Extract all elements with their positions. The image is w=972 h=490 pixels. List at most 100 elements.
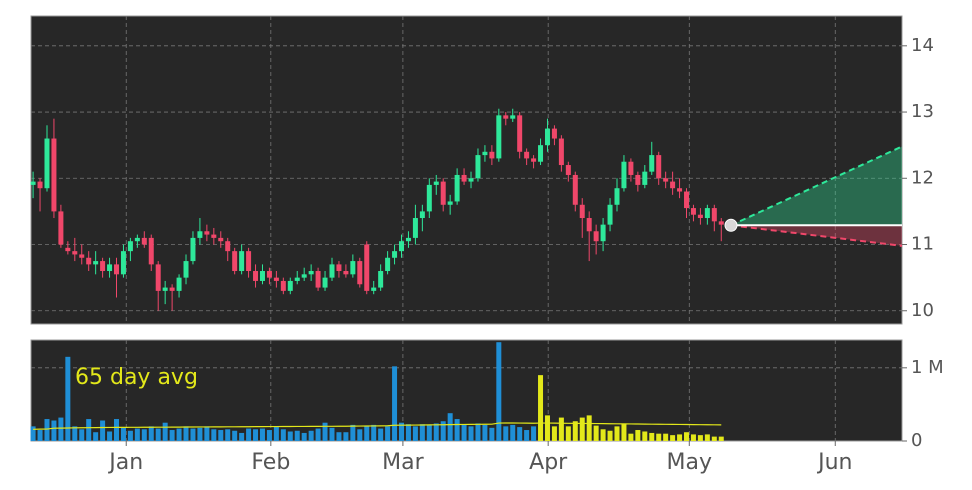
candle-body bbox=[684, 191, 690, 209]
volume-bar bbox=[155, 428, 161, 441]
candle-body bbox=[496, 115, 502, 159]
volume-bar bbox=[280, 429, 286, 441]
price-panel bbox=[30, 15, 903, 325]
volume-bar bbox=[475, 423, 481, 441]
candle-body bbox=[287, 280, 293, 291]
volume-bar bbox=[649, 432, 655, 441]
candle-body bbox=[211, 234, 217, 238]
volume-bar bbox=[218, 430, 224, 441]
volume-bar bbox=[392, 366, 398, 441]
candle-body bbox=[141, 237, 147, 245]
volume-bar bbox=[169, 430, 175, 441]
candle-body bbox=[308, 271, 314, 275]
volume-bar bbox=[246, 428, 252, 441]
volume-bar bbox=[503, 426, 509, 441]
candle-body bbox=[482, 151, 488, 156]
candle-body bbox=[579, 204, 585, 219]
candle-body bbox=[433, 181, 439, 185]
forecast-dot bbox=[724, 218, 738, 232]
volume-bar bbox=[670, 435, 676, 441]
volume-bar bbox=[684, 432, 690, 441]
volume-bar bbox=[86, 419, 92, 441]
volume-bar bbox=[371, 424, 377, 441]
candle-body bbox=[635, 174, 641, 185]
avg-label: 65 day avg bbox=[75, 365, 198, 390]
candle-body bbox=[663, 178, 669, 182]
candle-body bbox=[503, 115, 509, 119]
candle-body bbox=[621, 161, 627, 189]
volume-bar bbox=[690, 434, 696, 441]
candle-body bbox=[114, 264, 120, 275]
volume-bar bbox=[544, 415, 550, 441]
volume-bar bbox=[489, 427, 495, 441]
y-tick-label: 12 bbox=[911, 167, 934, 188]
y-tick-label: 11 bbox=[911, 234, 934, 255]
volume-bar bbox=[510, 424, 516, 441]
volume-bar bbox=[628, 433, 634, 441]
volume-bar bbox=[426, 424, 432, 441]
forecast-upper bbox=[730, 145, 903, 227]
volume-bar bbox=[440, 421, 446, 441]
candle-body bbox=[468, 178, 474, 182]
candle-body bbox=[551, 128, 557, 139]
volume-tick-label: 1 M bbox=[911, 357, 944, 378]
volume-bar bbox=[433, 423, 439, 441]
candle-body bbox=[378, 271, 384, 288]
volume-bar bbox=[378, 428, 384, 441]
volume-bar bbox=[461, 424, 467, 441]
candle-body bbox=[336, 264, 342, 272]
volume-bar bbox=[572, 421, 578, 441]
volume-bar bbox=[93, 432, 99, 441]
volume-bar bbox=[65, 356, 71, 441]
candle-body bbox=[246, 251, 252, 272]
volume-bar bbox=[704, 434, 710, 441]
candle-body bbox=[628, 161, 634, 175]
candle-body bbox=[273, 277, 279, 281]
candle-body bbox=[572, 174, 578, 205]
volume-bar bbox=[114, 419, 120, 441]
volume-bar bbox=[621, 424, 627, 441]
candle-body bbox=[677, 188, 683, 192]
volume-bar bbox=[447, 413, 453, 441]
candle-body bbox=[58, 211, 64, 245]
candle-body bbox=[440, 181, 446, 205]
volume-bar bbox=[100, 420, 106, 441]
candle-body bbox=[329, 264, 335, 278]
volume-bar bbox=[468, 426, 474, 441]
candle-body bbox=[44, 138, 50, 189]
candle-body bbox=[294, 277, 300, 281]
volume-bar bbox=[496, 342, 502, 441]
volume-bar bbox=[405, 424, 411, 441]
candle-body bbox=[447, 201, 453, 205]
volume-bar bbox=[600, 429, 606, 441]
volume-bar bbox=[558, 417, 564, 441]
volume-bar bbox=[30, 426, 36, 441]
volume-bar bbox=[253, 429, 259, 441]
candle-body bbox=[489, 151, 495, 159]
candle-body bbox=[127, 241, 133, 252]
candle-body bbox=[197, 231, 203, 238]
candle-body bbox=[190, 237, 196, 262]
candle-body bbox=[412, 218, 418, 238]
candle-body bbox=[614, 188, 620, 205]
candle-body bbox=[558, 138, 564, 166]
candle-body bbox=[607, 204, 613, 225]
volume-bar bbox=[565, 426, 571, 441]
y-tick-label: 14 bbox=[911, 35, 934, 56]
volume-bar bbox=[176, 428, 182, 441]
candle-body bbox=[399, 241, 405, 252]
volume-bar bbox=[586, 415, 592, 441]
candle-body bbox=[697, 214, 703, 219]
volume-bar bbox=[593, 425, 599, 441]
volume-bar bbox=[37, 430, 43, 441]
candle-body bbox=[385, 257, 391, 272]
candle-body bbox=[30, 181, 36, 185]
candle-body bbox=[322, 277, 328, 288]
volume-bar bbox=[385, 426, 391, 441]
candle-body bbox=[593, 231, 599, 242]
candle-body bbox=[357, 261, 363, 285]
volume-bar bbox=[412, 426, 418, 441]
volume-bar bbox=[44, 419, 50, 441]
x-tick-label: Feb bbox=[251, 450, 290, 475]
x-tick-label: May bbox=[667, 450, 712, 475]
